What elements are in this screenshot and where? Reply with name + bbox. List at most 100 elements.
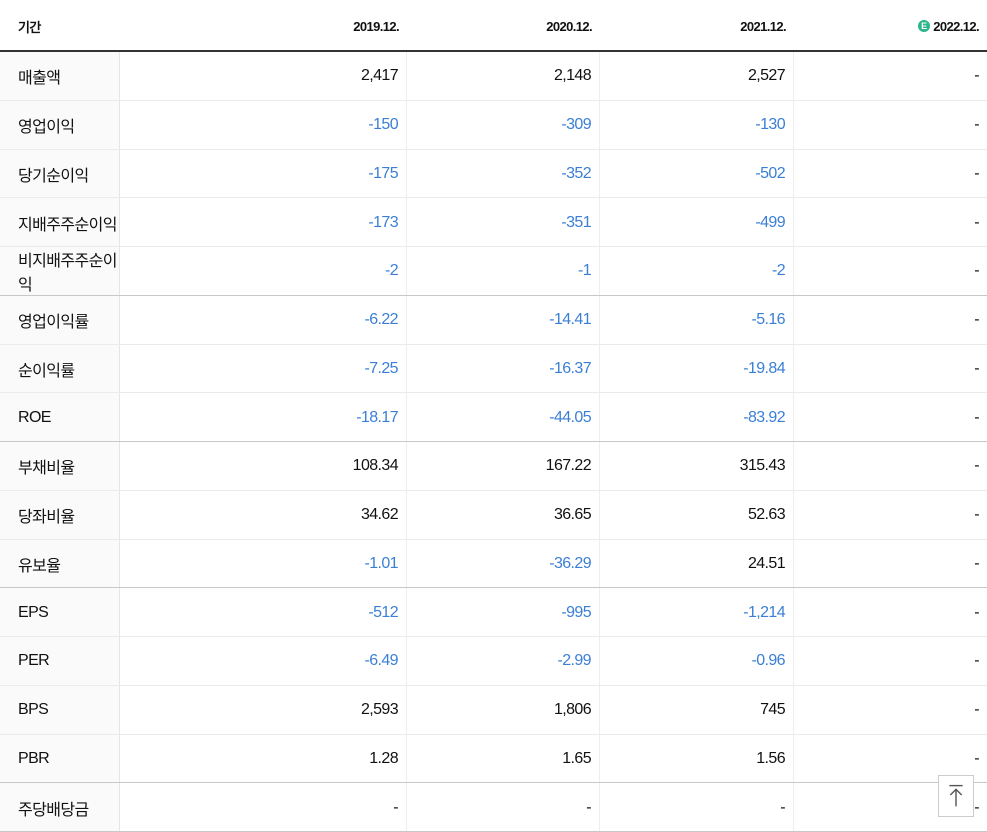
value-cell: -: [974, 311, 979, 329]
value-cell: 36.65: [407, 490, 600, 540]
section-rule: [0, 782, 987, 784]
value-cell: -: [974, 798, 979, 816]
value-cell: -5.16: [600, 295, 794, 345]
row-rule: [0, 392, 987, 394]
value-cell: -6.22: [120, 295, 407, 345]
value-cell: -502: [600, 149, 794, 199]
value-cell: 1.65: [407, 734, 600, 784]
value-cell: -173: [120, 198, 407, 247]
row-rule: [0, 538, 987, 540]
row-label: 당기순이익: [0, 149, 120, 199]
value-cell: -351: [407, 198, 600, 247]
value-cell: -44.05: [407, 393, 600, 442]
value-cell: -1: [407, 247, 600, 296]
value-cell: -18.17: [120, 393, 407, 442]
scroll-top-button[interactable]: [938, 775, 974, 817]
value-cell: -995: [407, 588, 600, 637]
row-rule: [0, 636, 987, 637]
value-cell: -: [974, 603, 979, 621]
value-cell: -352: [407, 149, 600, 199]
row-rule: [0, 197, 987, 199]
value-cell: -: [974, 262, 979, 280]
value-cell: 315.43: [600, 442, 794, 491]
row-label: PBR: [0, 734, 120, 784]
row-label: 주당배당금: [0, 783, 120, 832]
value-cell: -2: [600, 247, 794, 296]
value-cell: -36.29: [407, 539, 600, 589]
value-cell: 2,417: [120, 52, 407, 101]
row-rule: [0, 684, 987, 686]
row-label: 영업이익: [0, 100, 120, 150]
section-rule: [0, 294, 987, 296]
value-cell: -: [974, 457, 979, 475]
value-cell: -: [974, 506, 979, 524]
section-rule: [0, 587, 987, 589]
header-text: 2021.12.: [740, 18, 786, 34]
value-cell: -: [974, 701, 979, 719]
value-cell: -: [600, 783, 794, 832]
row-rule: [0, 99, 987, 101]
value-cell: -6.49: [120, 637, 407, 686]
value-cell: -1.01: [120, 539, 407, 589]
value-cell: 2,148: [407, 52, 600, 101]
value-cell: 745: [600, 685, 794, 735]
value-cell: -14.41: [407, 295, 600, 345]
value-cell: 2,593: [120, 685, 407, 735]
row-label: 영업이익률: [0, 295, 120, 345]
value-cell: 167.22: [407, 442, 600, 491]
header-text: 2022.12.: [933, 18, 979, 34]
value-cell: 2,527: [600, 52, 794, 101]
header-cell: E 2022.12.: [794, 0, 987, 52]
value-cell: -7.25: [120, 344, 407, 394]
row-label: 당좌비율: [0, 490, 120, 540]
row-rule: [0, 246, 987, 247]
value-cell: -: [974, 116, 979, 134]
value-cell: 1.56: [600, 734, 794, 784]
row-rule: [0, 343, 987, 345]
value-cell: -2.99: [407, 637, 600, 686]
value-cell: 108.34: [120, 442, 407, 491]
row-rule: [0, 733, 987, 735]
value-cell: -: [120, 783, 407, 832]
header-rule: [0, 50, 987, 52]
row-rule: [0, 148, 987, 150]
value-cell: -: [974, 213, 979, 231]
value-cell: 1,806: [407, 685, 600, 735]
row-label: 지배주주순이익: [0, 198, 120, 247]
value-cell: -150: [120, 100, 407, 150]
header-cell: 기간: [0, 0, 120, 52]
value-cell: -: [974, 67, 979, 85]
value-cell: -2: [120, 247, 407, 296]
header-cell: 2019.12.: [120, 0, 407, 52]
row-label: 순이익률: [0, 344, 120, 394]
row-rule: [0, 489, 987, 491]
value-cell: -: [974, 164, 979, 182]
row-label: 비지배주주순이익: [0, 247, 120, 296]
value-cell: -: [974, 749, 979, 767]
row-label: 매출액: [0, 52, 120, 101]
value-cell: -1,214: [600, 588, 794, 637]
value-cell: -: [974, 554, 979, 572]
row-label: 부채비율: [0, 442, 120, 491]
value-cell: -: [974, 652, 979, 670]
header-text: 기간: [18, 19, 41, 35]
value-cell: -0.96: [600, 637, 794, 686]
value-cell: -16.37: [407, 344, 600, 394]
value-cell: -512: [120, 588, 407, 637]
row-label: 유보율: [0, 539, 120, 589]
row-label: ROE: [0, 393, 120, 442]
value-cell: -175: [120, 149, 407, 199]
value-cell: -130: [600, 100, 794, 150]
header-cell: 2021.12.: [600, 0, 794, 52]
section-rule: [0, 441, 987, 442]
value-cell: -: [974, 359, 979, 377]
value-cell: -: [974, 408, 979, 426]
header-cell: 2020.12.: [407, 0, 600, 52]
value-cell: -499: [600, 198, 794, 247]
value-cell: 52.63: [600, 490, 794, 540]
header-text: 2020.12.: [546, 18, 592, 34]
value-cell: -19.84: [600, 344, 794, 394]
header-text: 2019.12.: [353, 18, 399, 34]
row-label: PER: [0, 637, 120, 686]
